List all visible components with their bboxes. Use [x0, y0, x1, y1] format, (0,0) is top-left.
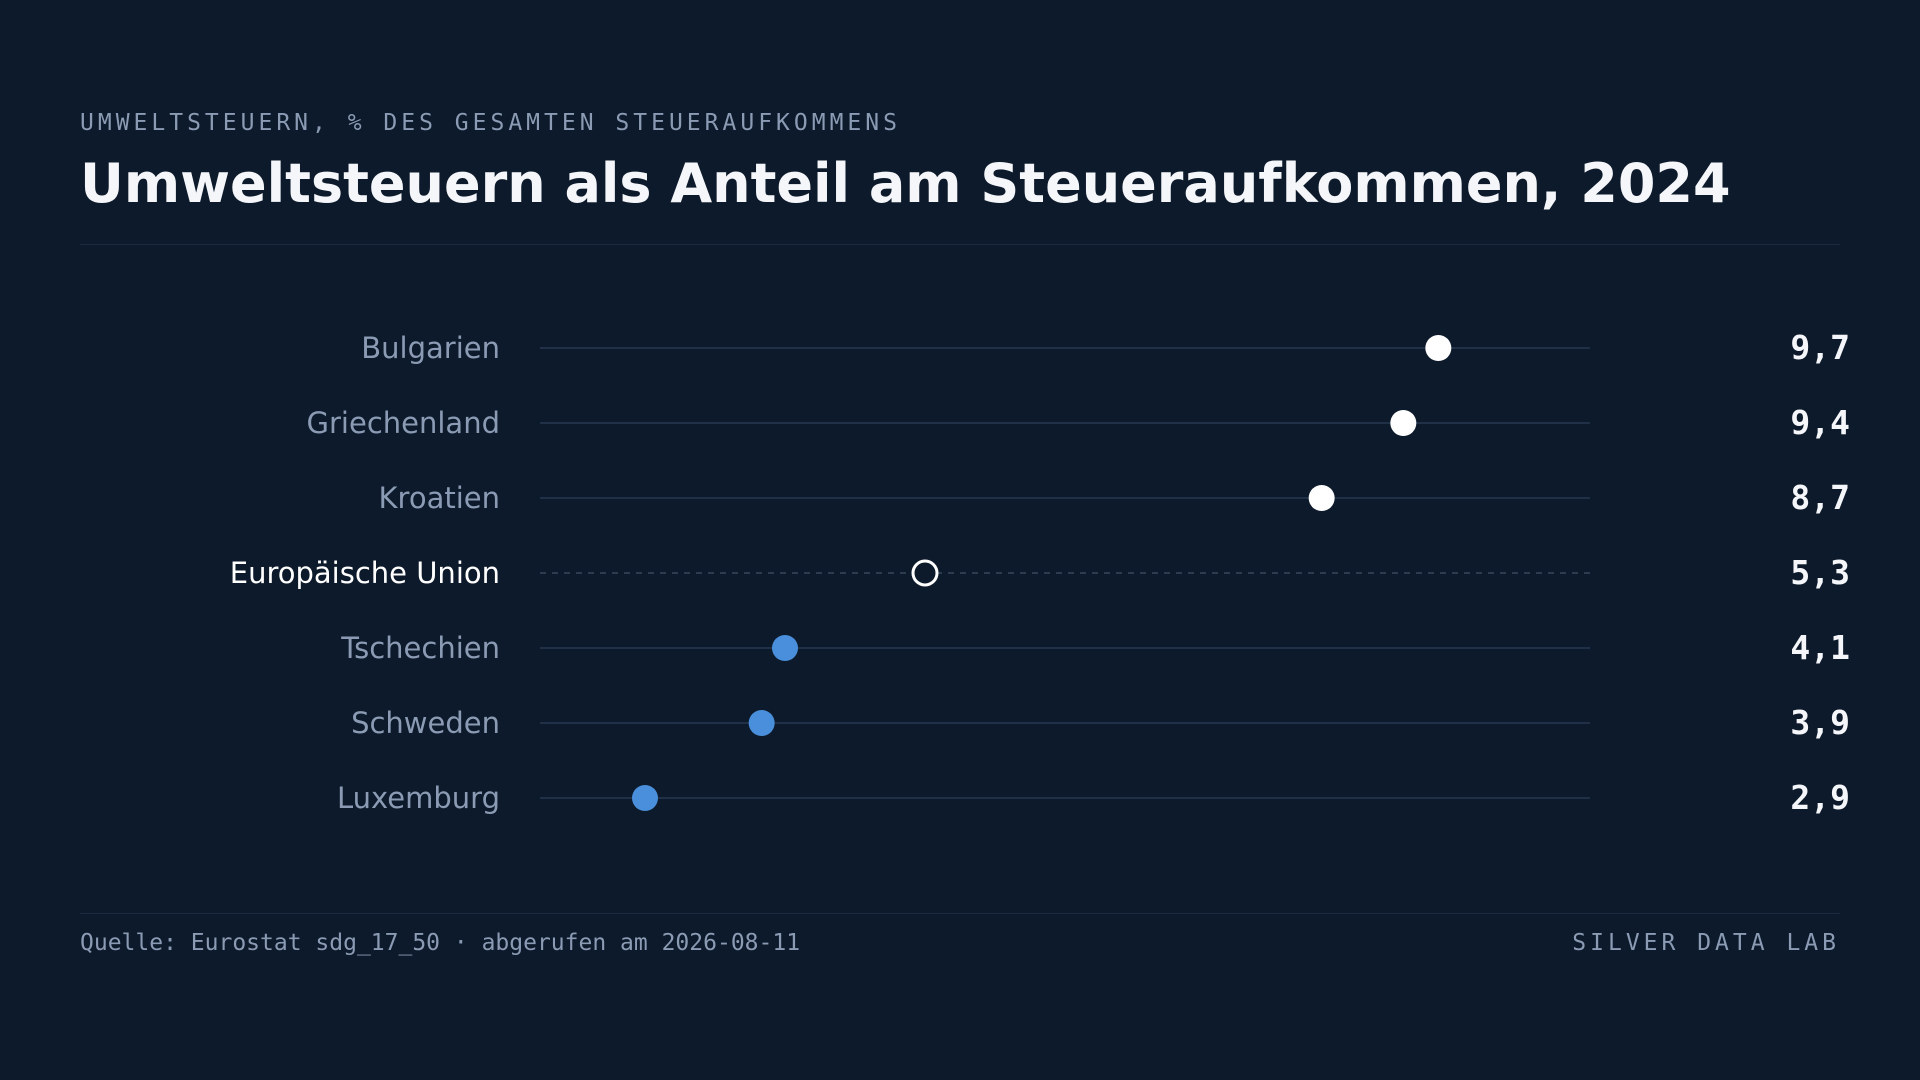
source-note: Quelle: Eurostat sdg_17_50 · abgerufen a…	[80, 930, 801, 956]
category-label: Europäische Union	[230, 556, 500, 590]
value-label: 5,3	[1790, 553, 1850, 592]
category-label: Tschechien	[340, 631, 500, 665]
category-label: Schweden	[351, 706, 500, 740]
category-label: Kroatien	[379, 481, 500, 515]
brand-label: SILVER DATA LAB	[1572, 930, 1840, 956]
data-point	[1308, 485, 1335, 511]
value-label: 8,7	[1790, 478, 1850, 517]
data-point	[632, 785, 658, 811]
value-label: 9,4	[1790, 403, 1850, 442]
chart-title: Umweltsteuern als Anteil am Steueraufkom…	[80, 152, 1731, 215]
data-point	[1390, 410, 1417, 436]
data-point	[748, 710, 775, 736]
value-label: 4,1	[1790, 628, 1850, 667]
footer-divider	[80, 913, 1840, 914]
value-label: 9,7	[1790, 328, 1850, 367]
category-label: Griechenland	[307, 406, 500, 440]
category-label: Bulgarien	[361, 331, 500, 365]
data-point	[772, 635, 798, 661]
category-label: Luxemburg	[337, 781, 500, 815]
reference-point	[911, 559, 939, 587]
chart-kicker: UMWELTSTEUERN, % DES GESAMTEN STEUERAUFK…	[80, 110, 901, 136]
value-label: 3,9	[1790, 703, 1850, 742]
header-divider	[80, 244, 1840, 245]
data-point	[1425, 335, 1452, 361]
value-label: 2,9	[1790, 778, 1850, 817]
